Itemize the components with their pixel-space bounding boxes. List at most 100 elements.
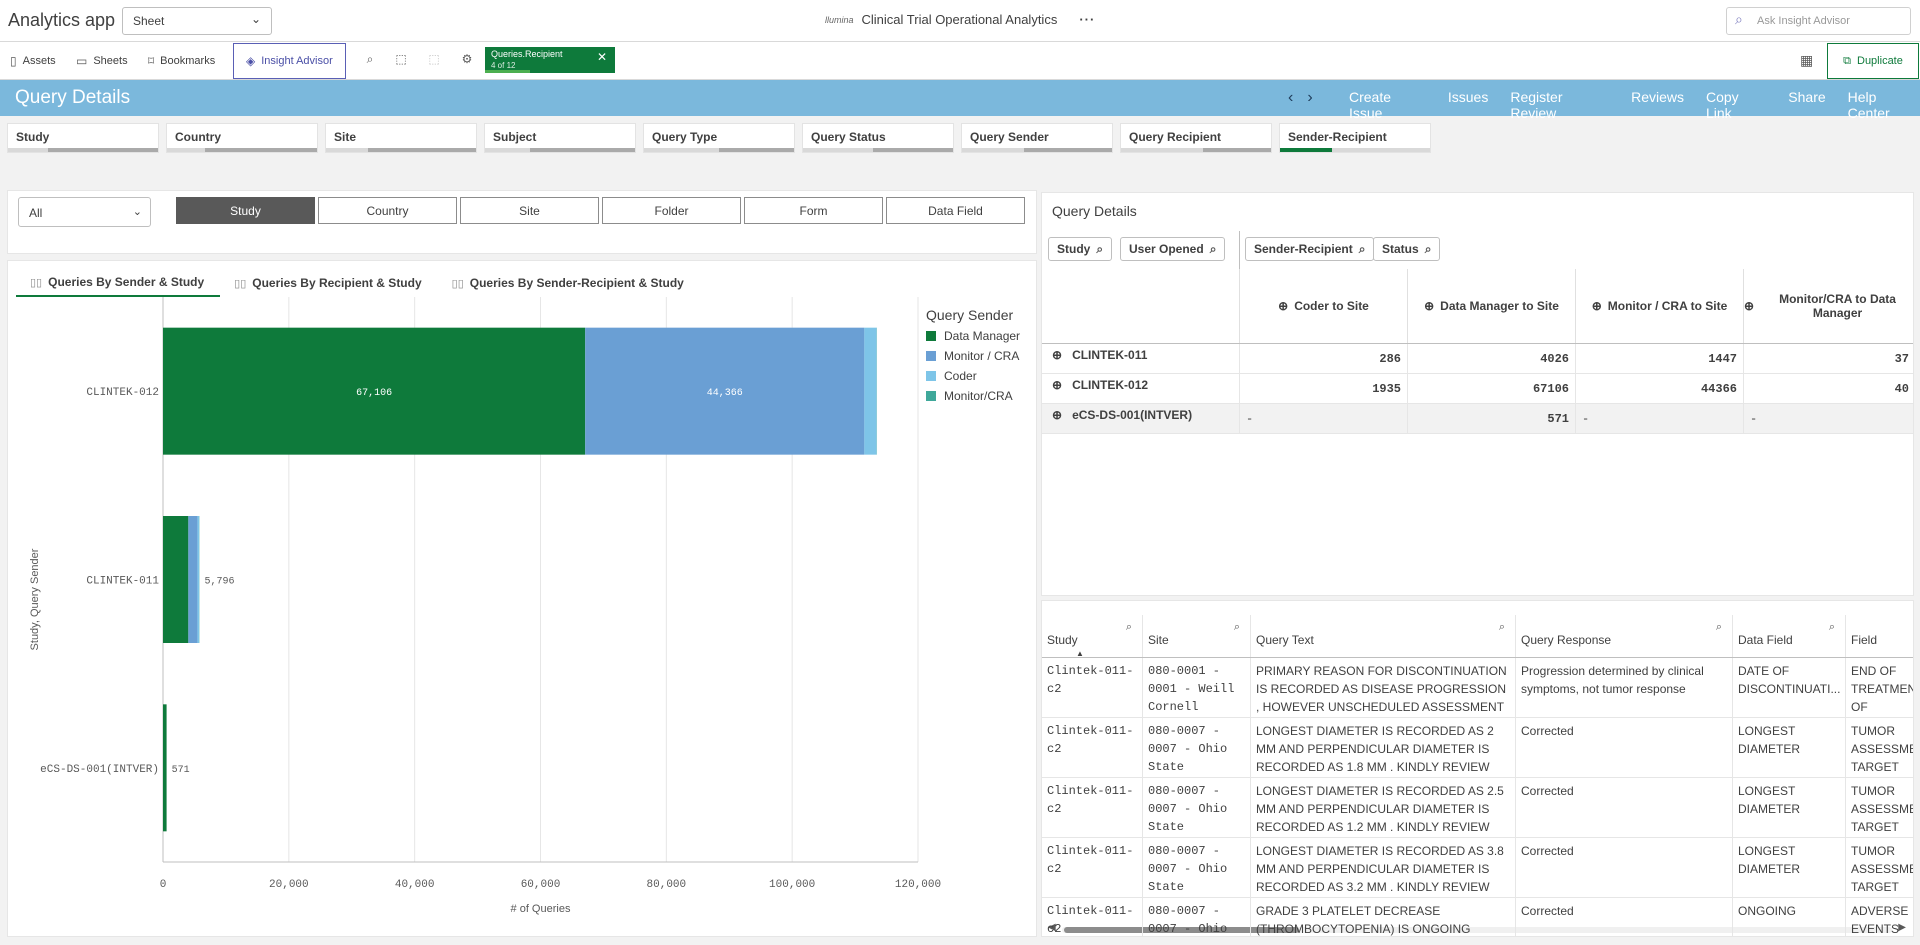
tab-queries-by-sender-recipient-study[interactable]: ▯▯ Queries By Sender-Recipient & Study xyxy=(438,269,700,297)
table-column-header[interactable]: Data Field ⌕ xyxy=(1732,615,1845,657)
pivot-row-label[interactable]: ⊕ eCS-DS-001(INTVER) xyxy=(1042,404,1239,434)
dim-button-folder[interactable]: Folder xyxy=(602,197,741,224)
grid-icon[interactable]: ▦ xyxy=(1800,52,1814,68)
filter-query-recipient[interactable]: Query Recipient xyxy=(1120,123,1272,153)
column-dimension-sender-recipient[interactable]: Sender-Recipient ⌕ xyxy=(1245,237,1375,261)
filter-country[interactable]: Country xyxy=(166,123,318,153)
ask-insight-advisor-input[interactable]: ⌕ Ask Insight Advisor xyxy=(1726,7,1911,35)
table-column-header[interactable]: Query Response ⌕ xyxy=(1515,615,1732,657)
dim-button-study[interactable]: Study xyxy=(176,197,315,224)
scroll-track[interactable] xyxy=(1062,927,1892,933)
legend-item[interactable]: Monitor / CRA xyxy=(926,349,1020,363)
search-icon[interactable]: ⌕ xyxy=(1233,621,1240,633)
expand-icon[interactable]: ⊕ xyxy=(1591,299,1602,313)
dim-button-site[interactable]: Site xyxy=(460,197,599,224)
header-link-issues[interactable]: Issues xyxy=(1447,89,1489,105)
filter-subject[interactable]: Subject xyxy=(484,123,636,153)
row-dimension-study[interactable]: Study ⌕ xyxy=(1048,237,1113,261)
tab-queries-by-recipient-study[interactable]: ▯▯ Queries By Recipient & Study xyxy=(220,269,438,297)
filter-query-type[interactable]: Query Type xyxy=(643,123,795,153)
filter-site[interactable]: Site xyxy=(325,123,477,153)
search-icon[interactable]: ⌕ xyxy=(1498,621,1505,633)
table-column-header[interactable]: Site ⌕ xyxy=(1142,615,1250,657)
expand-icon[interactable]: ⊕ xyxy=(1278,299,1289,313)
scroll-thumb[interactable] xyxy=(1064,927,1299,933)
filter-query-sender[interactable]: Query Sender xyxy=(961,123,1113,153)
dim-button-country[interactable]: Country xyxy=(318,197,457,224)
expand-icon[interactable]: ⊕ xyxy=(1424,299,1435,313)
legend-item[interactable]: Coder xyxy=(926,369,1020,383)
column-label: Data Field xyxy=(1738,633,1793,647)
scroll-right-icon[interactable]: ▶ xyxy=(1898,922,1906,933)
pivot-cell: 40 xyxy=(1743,374,1913,404)
selection-chip[interactable]: Queries.Recipient 4 of 12 ✕ xyxy=(485,47,615,73)
close-icon[interactable]: ✕ xyxy=(596,50,607,64)
clear-selections-icon[interactable]: ⚙ xyxy=(461,52,473,66)
dim-button-data-field[interactable]: Data Field xyxy=(886,197,1025,224)
row-label: CLINTEK-012 xyxy=(1072,378,1149,392)
expand-icon[interactable]: ⊕ xyxy=(1052,378,1063,392)
search-icon[interactable]: ⌕ xyxy=(1125,621,1132,633)
column-dimension-status[interactable]: Status ⌕ xyxy=(1373,237,1441,261)
duplicate-button[interactable]: ⧉ Duplicate xyxy=(1827,43,1919,79)
bookmarks-button[interactable]: ⌑ Bookmarks xyxy=(142,42,221,79)
table-column-header[interactable]: Query Text ⌕ xyxy=(1250,615,1515,657)
filter-sender-recipient[interactable]: Sender-Recipient xyxy=(1279,123,1431,153)
column-label: Monitor/CRA to Data Manager xyxy=(1779,292,1896,320)
x-axis-title: # of Queries xyxy=(511,903,571,915)
selections-tool-icon[interactable]: ⬚ xyxy=(395,52,407,66)
header-link-reviews[interactable]: Reviews xyxy=(1631,89,1684,105)
filter-study[interactable]: Study xyxy=(7,123,159,153)
pivot-row[interactable]: ⊕ CLINTEK-011 286 4026 1447 37 xyxy=(1042,344,1913,374)
smart-search-icon[interactable]: ⌕ xyxy=(366,52,374,66)
header-link-register-review[interactable]: Register Review xyxy=(1510,89,1563,121)
sheets-icon: ▭ xyxy=(76,53,88,68)
dim-button-form[interactable]: Form xyxy=(744,197,883,224)
all-dropdown[interactable]: All ⌄ xyxy=(18,197,151,227)
chevron-left-icon[interactable]: ‹ xyxy=(1288,89,1294,106)
filter-query-status[interactable]: Query Status xyxy=(802,123,954,153)
sheet-select[interactable]: Sheet ⌄ xyxy=(122,7,272,35)
table-cell: TUMOR ASSESSMENT TARGET LESIONS xyxy=(1845,718,1913,777)
horizontal-scrollbar[interactable]: ◀ ▶ xyxy=(1048,922,1906,934)
sort-ascending-icon[interactable]: ▲ xyxy=(1076,649,1084,658)
step-back-icon[interactable]: ⬚ xyxy=(428,52,440,66)
expand-icon[interactable]: ⊕ xyxy=(1744,299,1755,313)
search-icon[interactable]: ⌕ xyxy=(1828,621,1835,633)
header-link-copy-link[interactable]: Copy Link xyxy=(1705,89,1739,121)
insight-advisor-button[interactable]: ◈ Insight Advisor xyxy=(233,43,346,79)
pivot-row-label[interactable]: ⊕ CLINTEK-011 xyxy=(1042,344,1239,374)
bar-segment xyxy=(188,516,198,643)
scroll-left-icon[interactable]: ◀ xyxy=(1048,922,1056,933)
chevron-right-icon[interactable]: › xyxy=(1307,89,1313,106)
expand-icon[interactable]: ⊕ xyxy=(1052,408,1063,422)
header-link-help-center[interactable]: Help Center xyxy=(1847,89,1890,121)
header-link-share[interactable]: Share xyxy=(1788,89,1826,105)
row-dimension-user-opened[interactable]: User Opened ⌕ xyxy=(1120,237,1226,261)
header-link-create-issue[interactable]: Create Issue xyxy=(1349,89,1392,121)
pivot-column-header[interactable]: ⊕ Coder to Site xyxy=(1239,269,1407,343)
legend-item[interactable]: Monitor/CRA xyxy=(926,389,1020,403)
pivot-row-label[interactable]: ⊕ CLINTEK-012 xyxy=(1042,374,1239,404)
pivot-column-header[interactable]: ⊕ Monitor/CRA to Data Manager xyxy=(1743,269,1913,343)
legend-item[interactable]: Data Manager xyxy=(926,329,1020,343)
filter-label: Country xyxy=(175,130,221,144)
search-icon[interactable]: ⌕ xyxy=(1715,621,1722,633)
sheets-button[interactable]: ▭ Sheets xyxy=(70,42,134,79)
more-options-icon[interactable]: ··· xyxy=(1079,12,1096,27)
queries-bar-chart[interactable]: 0 20,000 40,000 60,000 80,000 100,000 120,000 #… xyxy=(8,297,1036,937)
tab-queries-by-sender-study[interactable]: ▯▯ Queries By Sender & Study xyxy=(16,269,221,297)
pivot-column-header[interactable]: ⊕ Monitor / CRA to Site xyxy=(1575,269,1743,343)
assets-button[interactable]: ▯ Assets xyxy=(4,42,62,79)
table-column-header[interactable]: Study ⌕ ▲ xyxy=(1042,615,1142,658)
table-column-header[interactable]: Field xyxy=(1845,615,1913,657)
pivot-column-header[interactable]: ⊕ Data Manager to Site xyxy=(1407,269,1575,343)
table-row[interactable]: Clintek-011-c2 080-0001 - 0001 - Weill Co… xyxy=(1042,658,1913,718)
pivot-row[interactable]: ⊕ eCS-DS-001(INTVER) -571- - xyxy=(1042,404,1913,434)
pivot-row[interactable]: ⊕ CLINTEK-012 1935 67106 44366 40 xyxy=(1042,374,1913,404)
expand-icon[interactable]: ⊕ xyxy=(1052,348,1063,362)
